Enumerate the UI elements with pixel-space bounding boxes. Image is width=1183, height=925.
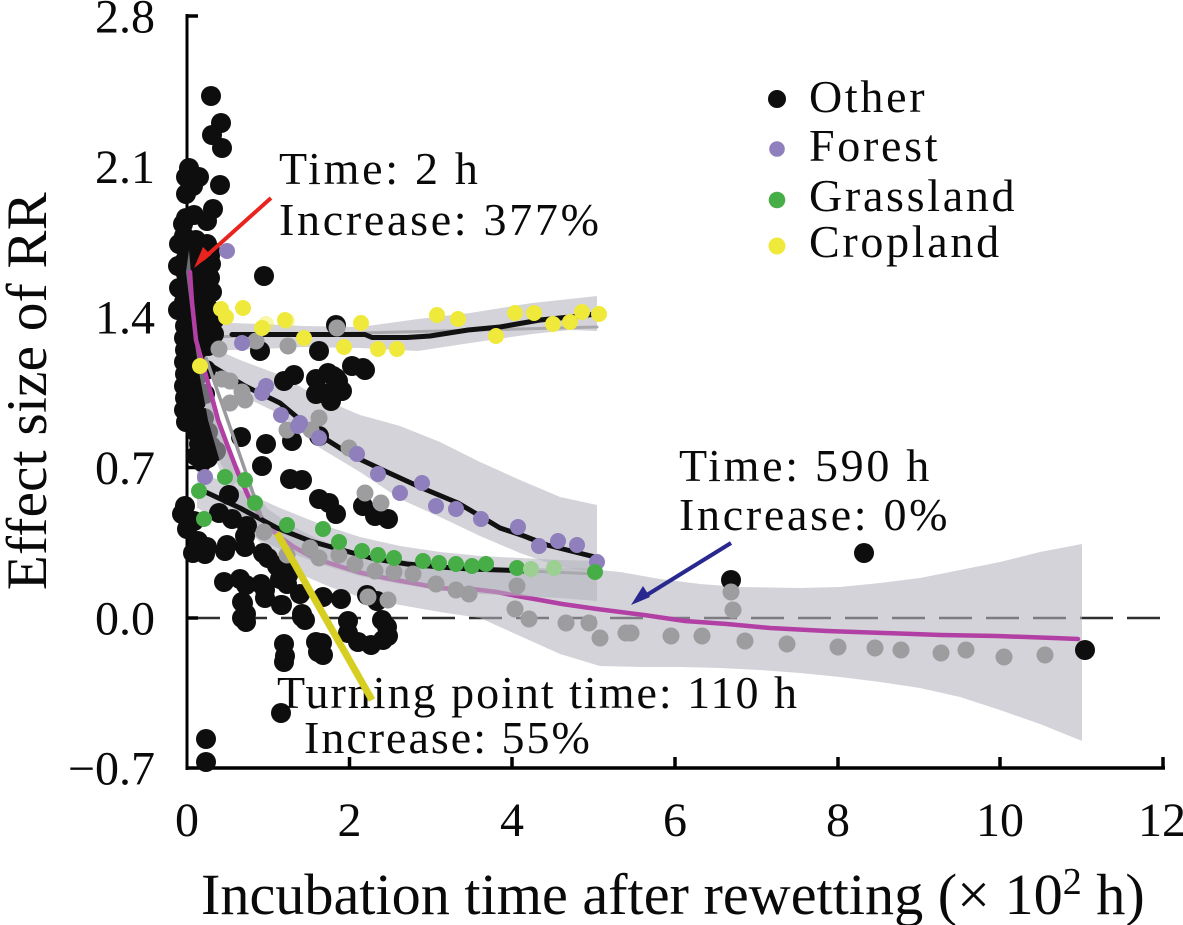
svg-text:10: 10 xyxy=(976,794,1024,847)
svg-text:1.4: 1.4 xyxy=(95,292,155,345)
svg-text:12: 12 xyxy=(1138,794,1183,847)
svg-text:Increase: 55%: Increase: 55% xyxy=(304,712,592,763)
svg-text:Time: 590 h: Time: 590 h xyxy=(679,440,932,491)
svg-text:Grassland: Grassland xyxy=(809,170,1017,221)
svg-text:Incubation time after rewettin: Incubation time after rewetting (× 102 h… xyxy=(201,861,1145,925)
svg-text:Forest: Forest xyxy=(809,120,940,171)
svg-text:Cropland: Cropland xyxy=(809,216,1002,267)
svg-text:Turning point time: 110 h: Turning point time: 110 h xyxy=(277,667,799,718)
svg-text:Time: 2 h: Time: 2 h xyxy=(279,143,481,194)
svg-text:0.7: 0.7 xyxy=(95,442,155,495)
svg-text:2: 2 xyxy=(338,794,362,847)
svg-text:Increase: 377%: Increase: 377% xyxy=(279,194,602,245)
svg-text:6: 6 xyxy=(663,794,687,847)
svg-text:0.0: 0.0 xyxy=(95,593,155,646)
svg-text:Effect size of RR: Effect size of RR xyxy=(0,192,59,590)
svg-text:8: 8 xyxy=(826,794,850,847)
svg-text:4: 4 xyxy=(500,794,524,847)
svg-text:−0.7: −0.7 xyxy=(68,743,155,796)
svg-text:Increase: 0%: Increase: 0% xyxy=(679,489,950,540)
svg-text:Other: Other xyxy=(809,71,927,122)
svg-text:0: 0 xyxy=(175,794,199,847)
svg-text:2.1: 2.1 xyxy=(95,141,155,194)
svg-text:2.8: 2.8 xyxy=(95,0,155,44)
